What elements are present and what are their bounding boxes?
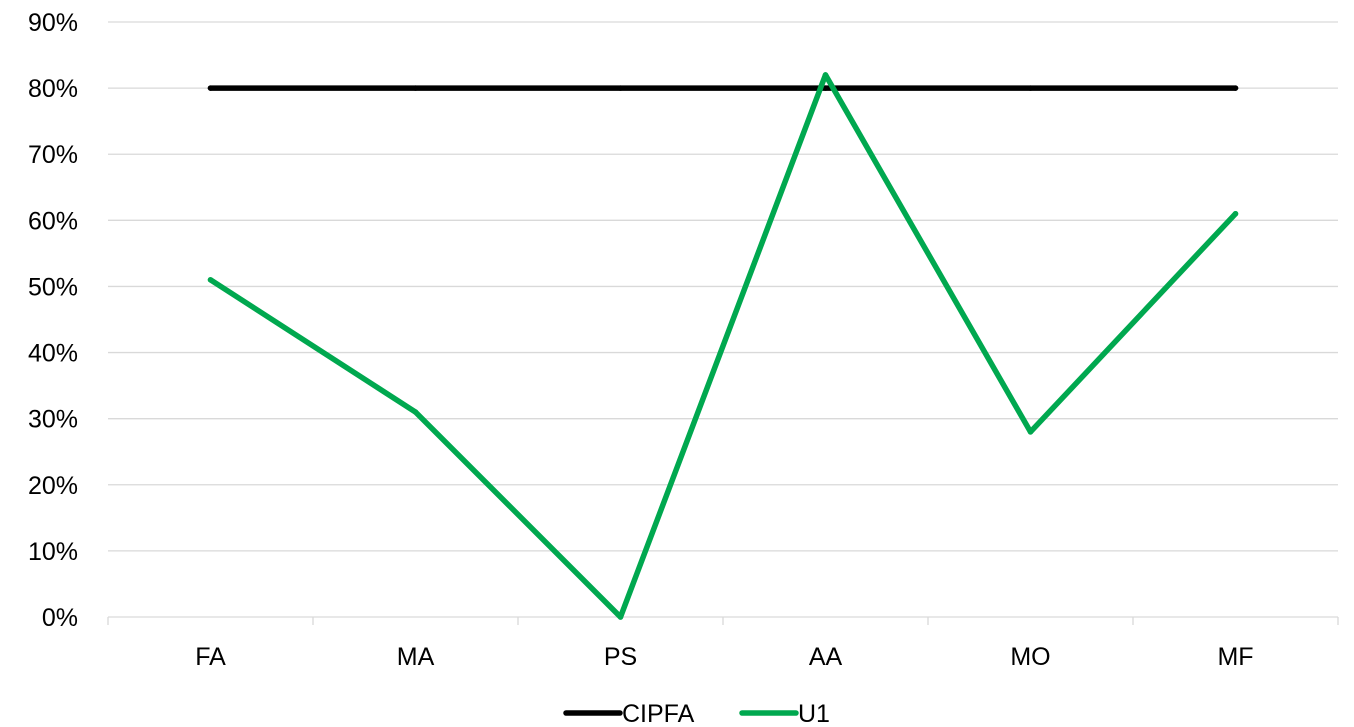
series-lines	[207, 72, 1239, 620]
data-point-u1	[1232, 210, 1239, 217]
data-point-cipfa	[822, 85, 829, 91]
x-tick-label: MF	[1217, 643, 1253, 671]
x-tick-label: MA	[397, 643, 435, 671]
y-tick-label: 20%	[28, 472, 78, 500]
legend-label-cipfa: CIPFA	[622, 700, 695, 727]
data-point-u1	[617, 614, 624, 620]
legend-label-u1: U1	[798, 700, 830, 727]
data-point-u1	[412, 409, 419, 415]
data-point-u1	[822, 72, 829, 78]
data-point-cipfa	[412, 85, 419, 91]
gridlines	[108, 21, 1338, 552]
y-tick-label: 90%	[28, 9, 78, 37]
x-axis	[107, 616, 1339, 625]
y-tick-label: 10%	[28, 538, 78, 566]
x-tick-label: MO	[1010, 643, 1050, 671]
data-point-u1	[207, 277, 214, 283]
x-tick-label: FA	[195, 643, 226, 671]
y-tick-label: 80%	[28, 75, 78, 103]
data-point-cipfa	[1232, 85, 1239, 91]
y-tick-label: 60%	[28, 207, 78, 235]
x-axis-tick-labels: FA MA PS AA MO MF	[195, 643, 1253, 671]
y-axis-tick-labels: 0% 10% 20% 30% 40% 50% 60% 70% 80% 90%	[28, 9, 78, 632]
legend: CIPFA U1	[563, 700, 830, 727]
data-point-cipfa	[617, 85, 624, 91]
series-line-u1	[207, 72, 1239, 620]
y-tick-label: 30%	[28, 406, 78, 434]
data-point-u1	[1027, 429, 1034, 435]
y-tick-label: 70%	[28, 141, 78, 169]
x-tick-label: PS	[604, 643, 637, 671]
data-point-cipfa	[207, 85, 214, 91]
y-tick-label: 40%	[28, 340, 78, 368]
y-tick-label: 50%	[28, 273, 78, 301]
x-tick-label: AA	[809, 643, 843, 671]
y-tick-label: 0%	[42, 604, 78, 632]
data-point-cipfa	[1027, 85, 1034, 91]
